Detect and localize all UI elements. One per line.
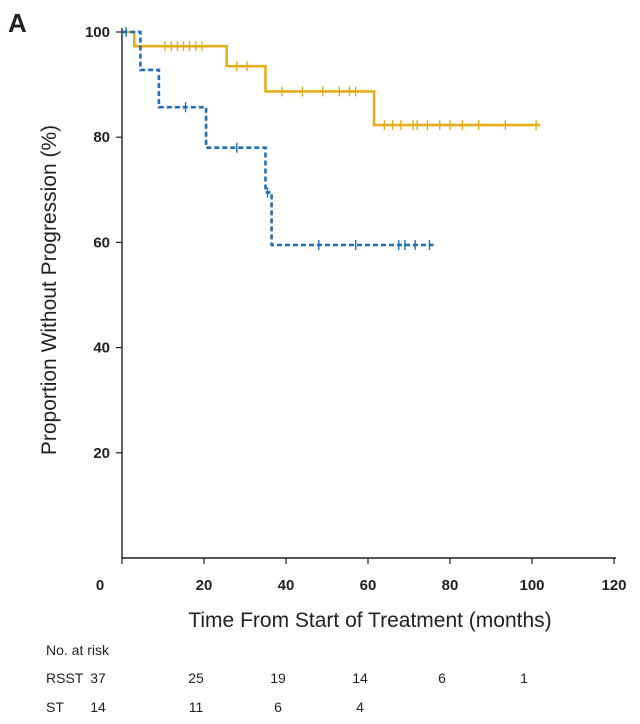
risk-count: 14 xyxy=(90,699,106,715)
risk-count: 6 xyxy=(438,670,446,686)
y-tick-label: 60 xyxy=(93,234,110,251)
series-layer xyxy=(122,27,541,251)
risk-count: 25 xyxy=(188,670,204,686)
x-tick-label: 80 xyxy=(442,577,459,594)
x-tick-label: 20 xyxy=(196,577,213,594)
panel-label: A xyxy=(8,8,27,38)
x-tick-label: 0 xyxy=(96,577,104,594)
x-tick-label: 100 xyxy=(519,577,544,594)
risk-count: 14 xyxy=(352,670,368,686)
series-line-rsst xyxy=(122,30,541,127)
y-tick-label: 20 xyxy=(93,445,110,462)
x-tick-label: 40 xyxy=(278,577,295,594)
risk-count: 37 xyxy=(90,670,106,686)
risk-count: 4 xyxy=(356,699,364,715)
risk-table: No. at risk RSST 37 25 19 14 6 1 ST 14 11 6 4 xyxy=(46,642,528,715)
risk-count: 19 xyxy=(270,670,286,686)
y-axis-title: Proportion Without Progression (%) xyxy=(38,125,61,455)
risk-row-label: ST xyxy=(46,699,64,715)
series-st xyxy=(122,27,434,251)
risk-count: 11 xyxy=(189,699,204,715)
y-tick-label: 40 xyxy=(93,340,110,357)
risk-count: 6 xyxy=(274,699,282,715)
axes: 20 40 60 80 100 0 20 40 60 80 100 120 xyxy=(85,24,627,594)
y-tick-label: 100 xyxy=(85,24,110,41)
series-rsst xyxy=(122,30,541,131)
x-tick-label: 120 xyxy=(601,577,626,594)
y-tick-label: 80 xyxy=(93,129,110,146)
series-line-st xyxy=(122,30,434,247)
risk-table-header: No. at risk xyxy=(46,642,110,658)
x-tick-label: 60 xyxy=(360,577,377,594)
risk-row-label: RSST xyxy=(46,670,84,686)
risk-count: 1 xyxy=(520,670,528,686)
x-axis-title: Time From Start of Treatment (months) xyxy=(188,609,551,632)
